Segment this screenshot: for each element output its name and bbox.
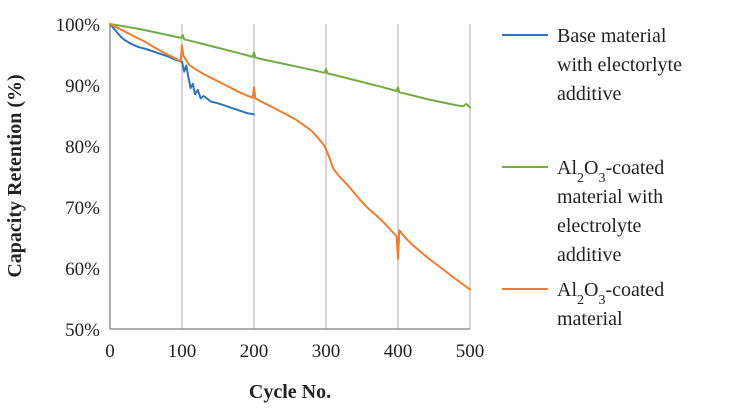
y-tick-label-50: 50% bbox=[65, 320, 100, 341]
x-tick-label-100: 100 bbox=[168, 341, 197, 362]
legend-label-2-line-2: material with bbox=[557, 186, 663, 208]
y-axis-title: Capacity Retention (%) bbox=[4, 74, 26, 277]
y-tick-label-60: 60% bbox=[65, 259, 100, 280]
legend-label-2-line-4: additive bbox=[557, 244, 622, 266]
legend-label-3-line-2: material bbox=[557, 308, 623, 330]
x-tick-label-0: 0 bbox=[105, 341, 115, 362]
y-tick-label-100: 100% bbox=[56, 15, 101, 36]
series-line-3 bbox=[109, 23, 471, 291]
y-tick-label-90: 90% bbox=[65, 76, 100, 97]
axes bbox=[109, 24, 470, 330]
x-tick-label-300: 300 bbox=[312, 341, 341, 362]
series-line-1 bbox=[109, 23, 255, 116]
series-layer bbox=[109, 23, 471, 291]
legend-item-1: Base material with electorlyte additive bbox=[502, 25, 682, 105]
legend-label-2-line-3: electrolyte bbox=[557, 215, 642, 237]
legend-label-1-line-1: Base material bbox=[557, 25, 667, 47]
y-tick-labels: 50% 60% 70% 80% 90% 100% bbox=[56, 15, 101, 341]
legend-label-2-line-1: Al2O3-coated bbox=[557, 157, 664, 186]
legend-label-1-line-2: with electorlyte bbox=[557, 54, 682, 76]
x-tick-labels: 0 100 200 300 400 500 bbox=[105, 341, 484, 362]
y-tick-label-80: 80% bbox=[65, 137, 100, 158]
x-tick-label-500: 500 bbox=[456, 341, 485, 362]
y-tick-label-70: 70% bbox=[65, 198, 100, 219]
plot-area bbox=[110, 24, 470, 329]
x-tick-label-400: 400 bbox=[384, 341, 413, 362]
grid-lines bbox=[181, 24, 471, 329]
x-axis-title: Cycle No. bbox=[249, 381, 331, 403]
series-line-2 bbox=[109, 23, 471, 109]
legend-label-3-line-1: Al2O3-coated bbox=[557, 279, 664, 308]
x-tick-label-200: 200 bbox=[240, 341, 269, 362]
legend-label-1-line-3: additive bbox=[557, 83, 622, 105]
